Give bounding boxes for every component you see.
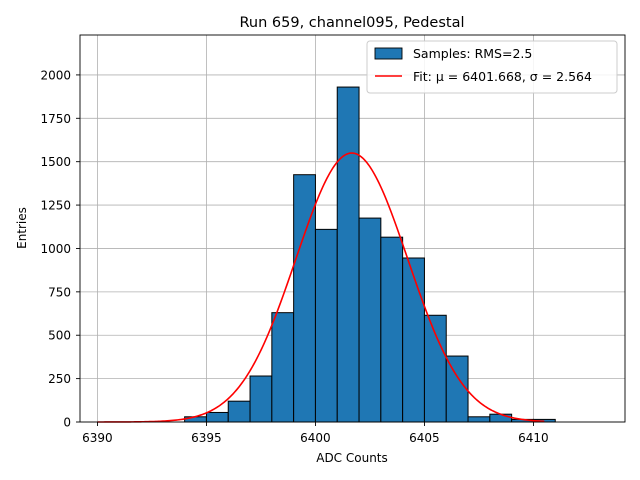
x-tick-label: 6410 xyxy=(518,431,549,445)
y-axis-label: Entries xyxy=(15,207,29,249)
x-axis-label: ADC Counts xyxy=(316,451,388,465)
histogram-bar xyxy=(271,312,295,423)
x-tick-label: 6400 xyxy=(300,431,331,445)
histogram-bar xyxy=(489,413,513,423)
histogram-bar xyxy=(467,416,491,423)
y-tick-label: 500 xyxy=(48,329,71,343)
histogram-bar xyxy=(249,375,273,423)
y-tick-label: 0 xyxy=(63,416,71,430)
x-tick-label: 6405 xyxy=(409,431,440,445)
y-tick-label: 1250 xyxy=(40,199,71,213)
y-tick-label: 250 xyxy=(48,372,71,386)
fit-curve xyxy=(97,152,545,423)
y-tick-label: 1750 xyxy=(40,112,71,126)
histogram-bar xyxy=(445,355,469,423)
histogram-bar xyxy=(423,314,447,423)
y-axis-ticks: 0 250 500 750 1000 1250 1500 1750 2000 xyxy=(40,68,80,430)
plot-frame xyxy=(79,34,626,423)
histogram-bar xyxy=(402,257,425,423)
legend: Samples: RMS=2.5 Fit: μ = 6401.668, σ = … xyxy=(366,40,618,94)
y-tick-label: 1500 xyxy=(40,155,71,169)
chart-title: Run 659, channel095, Pedestal xyxy=(239,15,464,31)
y-tick-label: 750 xyxy=(48,285,71,299)
x-axis-ticks: 6390 6395 6400 6405 6410 xyxy=(82,422,549,445)
histogram-bar xyxy=(205,411,229,423)
legend-histogram-swatch xyxy=(374,47,403,60)
histogram-bar xyxy=(227,400,251,423)
x-tick-label: 6395 xyxy=(191,431,222,445)
x-tick-label: 6390 xyxy=(82,431,113,445)
histogram-bar xyxy=(358,217,382,423)
legend-histogram-label: Samples: RMS=2.5 xyxy=(413,46,532,61)
histogram-bar xyxy=(380,236,404,423)
histogram-bars xyxy=(184,86,556,423)
legend-fit-label: Fit: μ = 6401.668, σ = 2.564 xyxy=(413,69,592,84)
histogram-bar xyxy=(314,228,338,423)
legend-box xyxy=(366,40,618,94)
y-tick-label: 1000 xyxy=(40,242,71,256)
histogram-bar xyxy=(336,86,360,423)
y-tick-label: 2000 xyxy=(40,68,71,82)
